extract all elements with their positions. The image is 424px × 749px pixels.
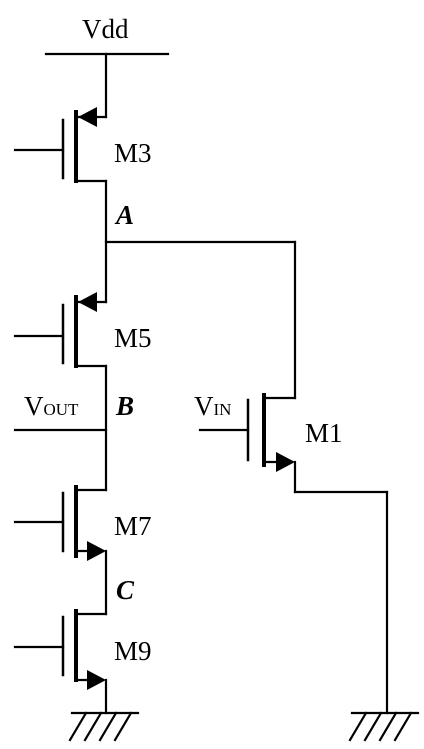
vin-main: V bbox=[194, 391, 214, 421]
ground-right bbox=[348, 711, 420, 742]
m5-label: M5 bbox=[114, 323, 152, 353]
transistor-m5 bbox=[13, 295, 108, 368]
m1-label: M1 bbox=[305, 418, 343, 448]
vin-subscript: IN bbox=[213, 400, 232, 419]
transistor-m9 bbox=[13, 609, 108, 682]
m9-source-arrow bbox=[87, 670, 106, 690]
vdd-label: Vdd bbox=[82, 14, 129, 44]
m9-label: M9 bbox=[114, 636, 152, 666]
vout-subscript: OUT bbox=[43, 400, 79, 419]
m1-source-arrow bbox=[276, 452, 295, 472]
node-b-label: B bbox=[116, 391, 135, 421]
vout-label: VOUT bbox=[24, 393, 78, 420]
m3-source-arrow bbox=[78, 107, 97, 127]
m7-source-arrow bbox=[87, 541, 106, 561]
vout-main: V bbox=[24, 391, 44, 421]
m5-source-arrow bbox=[78, 292, 97, 312]
node-a-label: A bbox=[116, 200, 135, 230]
ground-left bbox=[68, 711, 140, 742]
vin-label: VIN bbox=[194, 393, 231, 420]
transistor-m1 bbox=[198, 393, 297, 494]
node-c-label: C bbox=[116, 575, 135, 605]
transistor-m3 bbox=[13, 110, 108, 183]
m3-label: M3 bbox=[114, 138, 152, 168]
m7-label: M7 bbox=[114, 511, 152, 541]
